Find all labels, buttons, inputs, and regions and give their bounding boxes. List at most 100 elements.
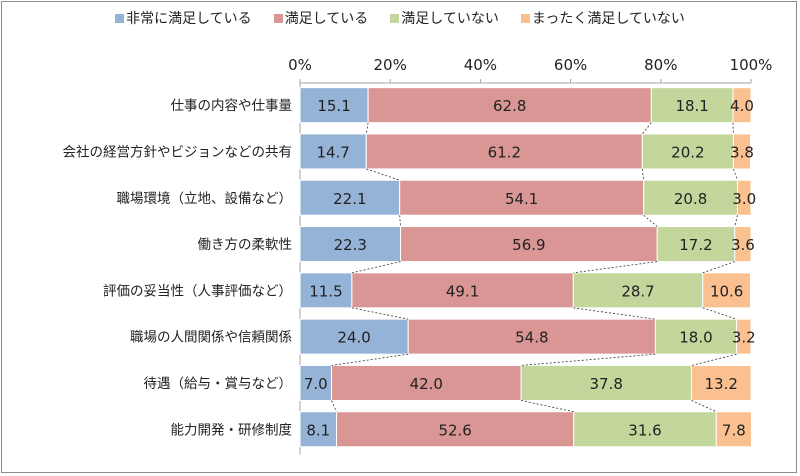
legend-swatch <box>115 13 125 23</box>
data-label: 17.2 <box>679 236 712 254</box>
bar-segment <box>732 133 752 170</box>
bar-segment <box>641 133 734 170</box>
bar-segment <box>399 179 645 216</box>
legend-label: 満足していない <box>401 11 499 27</box>
data-label: 10.6 <box>710 282 743 300</box>
legend-item: 非常に満足している <box>115 8 252 28</box>
data-label: 18.1 <box>675 97 708 115</box>
data-label: 56.9 <box>512 236 545 254</box>
x-tick-label: 40% <box>464 56 497 74</box>
legend-swatch <box>520 13 530 23</box>
data-label: 54.8 <box>515 329 548 347</box>
data-label: 54.1 <box>505 190 538 208</box>
bar-segment <box>400 226 658 263</box>
bar-segment <box>299 364 333 401</box>
bar-segment <box>351 272 574 309</box>
bar-segment <box>299 179 401 216</box>
x-tick-label: 100% <box>730 56 773 74</box>
series-line <box>641 168 645 181</box>
data-label: 14.7 <box>316 143 349 161</box>
data-label: 49.1 <box>446 282 479 300</box>
bar-segment <box>734 226 752 263</box>
bar-segment <box>336 411 575 448</box>
bar-segment <box>736 318 752 355</box>
legend-item: 満足していない <box>390 8 499 28</box>
category-label: 評価の妥当性（人事評価など） <box>103 283 292 299</box>
bar-segment <box>702 272 752 309</box>
legend-label: 満足している <box>284 11 369 27</box>
category-label: 職場環境（立地、設備など） <box>117 191 293 207</box>
x-tick-label: 60% <box>554 56 587 74</box>
bar-segment <box>367 87 652 124</box>
series-line <box>366 168 400 181</box>
category-label: 仕事の内容や仕事量 <box>171 97 293 114</box>
data-label: 13.2 <box>705 375 738 393</box>
data-label: 7.8 <box>722 421 746 439</box>
legend-swatch <box>273 13 283 23</box>
series-line <box>641 122 652 135</box>
data-label: 8.1 <box>306 421 330 439</box>
series-line <box>733 168 738 181</box>
bar-segment <box>299 272 353 309</box>
category-label: 職場の人間関係や信頼関係 <box>130 330 292 346</box>
series-line <box>520 353 656 366</box>
bar-segment <box>715 411 752 448</box>
bar-segment <box>573 411 717 448</box>
bar-segment <box>365 133 643 170</box>
bar-segment <box>299 411 338 448</box>
x-tick-label: 0% <box>288 56 312 74</box>
data-label: 42.0 <box>410 375 443 393</box>
category-label: 能力開発・研修制度 <box>171 422 293 438</box>
x-tick-label: 80% <box>644 56 677 74</box>
legend: 非常に満足している 満足している 満足していない まったく満足していない <box>0 8 800 28</box>
data-label: 22.1 <box>333 190 366 208</box>
bar-segment <box>656 226 736 263</box>
legend-label: 非常に満足している <box>126 11 252 27</box>
data-label: 20.8 <box>674 190 707 208</box>
category-label: 待遇（給与・賞与など） <box>144 376 293 392</box>
series-line <box>702 261 735 274</box>
series-line <box>691 353 737 366</box>
data-label: 61.2 <box>488 143 521 161</box>
series-line <box>331 353 409 366</box>
data-label: 7.0 <box>304 375 328 393</box>
data-label: 3.6 <box>731 236 755 254</box>
data-label: 3.2 <box>732 329 756 347</box>
data-label: 31.6 <box>628 421 661 439</box>
data-label: 3.8 <box>730 143 754 161</box>
data-label: 28.7 <box>621 282 654 300</box>
series-line <box>702 307 737 320</box>
legend-swatch <box>390 13 400 23</box>
data-label: 11.5 <box>309 282 342 300</box>
data-label: 20.2 <box>671 143 704 161</box>
series-line <box>573 261 658 274</box>
data-label: 18.0 <box>679 329 712 347</box>
data-label: 22.3 <box>334 236 367 254</box>
series-line <box>365 122 369 135</box>
bar-segment <box>299 133 367 170</box>
data-label: 52.6 <box>438 421 471 439</box>
legend-item: 満足している <box>273 8 369 28</box>
data-label: 15.1 <box>317 97 350 115</box>
bar-segment <box>407 318 656 355</box>
series-line <box>351 261 401 274</box>
category-label: 会社の経営方針やビジョンなどの共有 <box>63 144 293 160</box>
data-label: 4.0 <box>730 97 754 115</box>
legend-label: まったく満足していない <box>531 11 685 27</box>
series-line <box>734 215 738 227</box>
bar-segment <box>299 87 369 124</box>
x-tick-label: 20% <box>374 56 407 74</box>
bar-segment <box>650 87 734 124</box>
bar-segment <box>643 179 738 216</box>
data-label: 3.0 <box>732 190 756 208</box>
data-label: 62.8 <box>493 97 526 115</box>
bar-segment <box>299 318 409 355</box>
series-line <box>643 214 658 227</box>
series-line <box>351 307 409 320</box>
bar-segment <box>732 87 752 124</box>
series-line <box>331 400 337 412</box>
bar-segment <box>736 179 752 216</box>
series-line <box>573 307 656 320</box>
